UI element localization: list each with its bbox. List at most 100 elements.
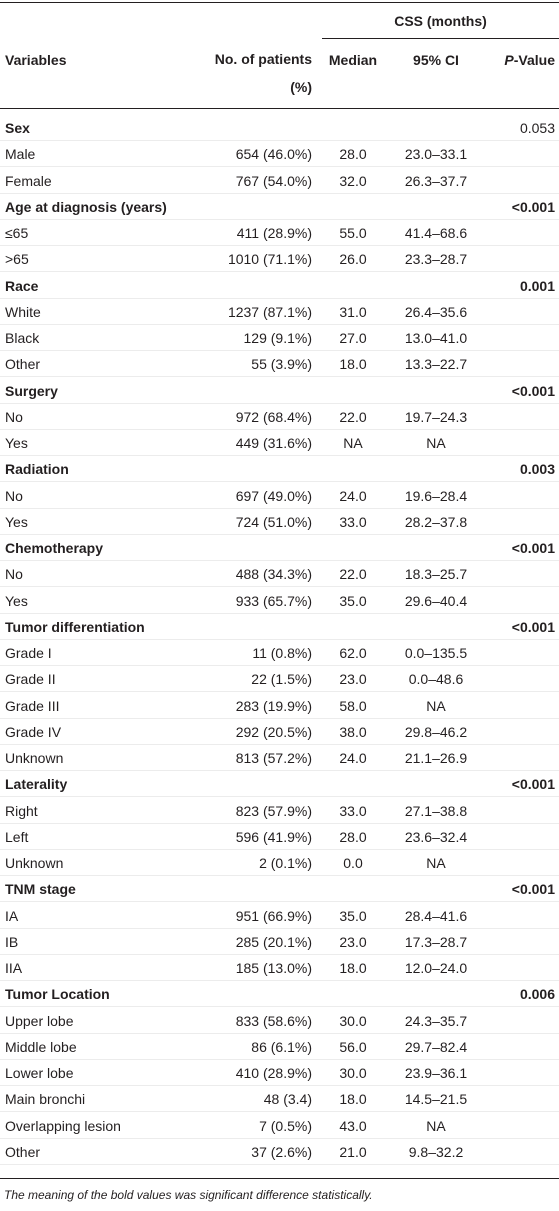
p-value: 0.053 bbox=[519, 120, 555, 136]
cell: No bbox=[5, 566, 23, 583]
table-row: >65 1010 (71.1%) 26.0 23.3–28.7 bbox=[0, 246, 559, 273]
cell: 29.8–46.2 bbox=[404, 723, 468, 740]
top-rule bbox=[0, 2, 559, 3]
header-rest: -Value bbox=[513, 52, 555, 68]
cell: IA bbox=[5, 907, 19, 924]
table-row: Grade I 11 (0.8%) 62.0 0.0–135.5 bbox=[0, 640, 559, 666]
cell: 55 (3.9%) bbox=[251, 356, 312, 373]
cell: 22.0 bbox=[339, 408, 367, 425]
cell: NA bbox=[426, 1117, 446, 1134]
p-value: <0.001 bbox=[511, 540, 555, 556]
table-row: Grade IV 292 (20.5%) 38.0 29.8–46.2 bbox=[0, 719, 559, 745]
group-row: Sex 0.053 bbox=[0, 115, 559, 141]
cell: 24.0 bbox=[339, 487, 367, 504]
cell: 488 (34.3%) bbox=[235, 566, 312, 583]
cell: 411 (28.9%) bbox=[236, 225, 312, 241]
cell: 58.0 bbox=[339, 697, 367, 714]
cell: Yes bbox=[5, 592, 28, 609]
p-value: <0.001 bbox=[511, 881, 555, 898]
cell: 449 (31.6%) bbox=[235, 435, 312, 451]
cell: 35.0 bbox=[339, 907, 367, 924]
cell: Right bbox=[5, 802, 38, 819]
cell: 951 (66.9%) bbox=[235, 907, 312, 924]
table-row: ≤65 411 (28.9%) 55.0 41.4–68.6 bbox=[0, 220, 559, 246]
column-header: No. of patients (%) bbox=[214, 51, 312, 95]
cell: NA bbox=[343, 435, 363, 451]
cell: Unknown bbox=[5, 750, 64, 766]
table-row: Grade III 283 (19.9%) 58.0 NA bbox=[0, 693, 559, 719]
cell: 33.0 bbox=[339, 802, 367, 819]
group-row: Race 0.001 bbox=[0, 273, 559, 299]
cell: 18.0 bbox=[339, 356, 367, 373]
table-row: Male 654 (46.0%) 28.0 23.0–33.1 bbox=[0, 141, 559, 168]
cell: 185 (13.0%) bbox=[235, 960, 312, 976]
cell: 13.0–41.0 bbox=[404, 330, 468, 346]
p-value: <0.001 bbox=[511, 198, 555, 215]
cell: Other bbox=[5, 1143, 41, 1160]
cell: Middle lobe bbox=[5, 1038, 77, 1055]
footnote: The meaning of the bold values was signi… bbox=[4, 1188, 373, 1202]
cell: 972 (68.4%) bbox=[235, 408, 312, 425]
cell: 0.0–135.5 bbox=[404, 645, 468, 661]
group-row: Laterality <0.001 bbox=[0, 771, 559, 798]
cell: 7 (0.5%) bbox=[259, 1117, 312, 1134]
column-header: 95% CI bbox=[413, 52, 459, 68]
cell: 21.0 bbox=[339, 1143, 367, 1160]
cell: 29.6–40.4 bbox=[404, 592, 468, 609]
table-row: White 1237 (87.1%) 31.0 26.4–35.6 bbox=[0, 299, 559, 325]
table-row: Left 596 (41.9%) 28.0 23.6–32.4 bbox=[0, 824, 559, 850]
cell: 292 (20.5%) bbox=[235, 723, 312, 740]
cell: 410 (28.9%) bbox=[235, 1065, 312, 1081]
cell: 283 (19.9%) bbox=[235, 697, 312, 714]
cell: 0.0 bbox=[343, 855, 363, 871]
cell: 21.1–26.9 bbox=[404, 750, 468, 766]
column-header: P-Value bbox=[504, 52, 555, 68]
cell: 55.0 bbox=[339, 225, 367, 241]
table-row: Main bronchi 48 (3.4) 18.0 14.5–21.5 bbox=[0, 1086, 559, 1113]
cell: Upper lobe bbox=[5, 1012, 74, 1029]
cell: 11 (0.8%) bbox=[252, 645, 312, 661]
table-row: IB 285 (20.1%) 23.0 17.3–28.7 bbox=[0, 929, 559, 955]
bottom-rule bbox=[0, 1178, 559, 1179]
group-label: Tumor differentiation bbox=[5, 618, 145, 635]
cell: 26.3–37.7 bbox=[404, 172, 468, 189]
table-row: Female 767 (54.0%) 32.0 26.3–37.7 bbox=[0, 168, 559, 194]
cell: Yes bbox=[5, 435, 28, 451]
cell: Yes bbox=[5, 513, 28, 530]
group-row: TNM stage <0.001 bbox=[0, 876, 559, 903]
cell: 933 (65.7%) bbox=[235, 592, 312, 609]
p-value: <0.001 bbox=[511, 618, 555, 635]
cell: 28.0 bbox=[339, 146, 367, 163]
cell: 28.4–41.6 bbox=[404, 907, 468, 924]
group-label: Surgery bbox=[5, 382, 58, 399]
group-row: Age at diagnosis (years) <0.001 bbox=[0, 194, 559, 220]
cell: 26.4–35.6 bbox=[404, 303, 468, 320]
cell: 654 (46.0%) bbox=[235, 146, 312, 163]
cell: Grade II bbox=[5, 671, 56, 688]
column-header: Median bbox=[328, 52, 378, 68]
cell: 86 (6.1%) bbox=[251, 1038, 312, 1055]
cell: NA bbox=[426, 697, 446, 714]
table-row: Middle lobe 86 (6.1%) 56.0 29.7–82.4 bbox=[0, 1034, 559, 1060]
cell: 56.0 bbox=[339, 1038, 367, 1055]
cell: 30.0 bbox=[339, 1065, 367, 1081]
cell: IB bbox=[5, 933, 19, 950]
cell: 28.0 bbox=[339, 828, 367, 845]
cell: 23.3–28.7 bbox=[404, 251, 468, 268]
cell: 823 (57.9%) bbox=[235, 802, 312, 819]
cell: 724 (51.0%) bbox=[235, 513, 312, 530]
table-row: Lower lobe 410 (28.9%) 30.0 23.9–36.1 bbox=[0, 1060, 559, 1086]
table-row: Unknown 2 (0.1%) 0.0 NA bbox=[0, 850, 559, 876]
cell: 23.0–33.1 bbox=[404, 146, 468, 163]
group-label: Chemotherapy bbox=[5, 540, 104, 556]
cell: 0.0–48.6 bbox=[408, 671, 464, 688]
group-header: CSS (months) bbox=[394, 13, 487, 29]
cell: 24.0 bbox=[339, 750, 367, 766]
table-row: Upper lobe 833 (58.6%) 30.0 24.3–35.7 bbox=[0, 1008, 559, 1034]
p-value: 0.006 bbox=[519, 986, 555, 1003]
cell: No bbox=[5, 408, 23, 425]
cell: ≤65 bbox=[5, 225, 29, 241]
cell: 1237 (87.1%) bbox=[227, 303, 312, 320]
cell: No bbox=[5, 487, 23, 504]
cell: 29.7–82.4 bbox=[404, 1038, 468, 1055]
